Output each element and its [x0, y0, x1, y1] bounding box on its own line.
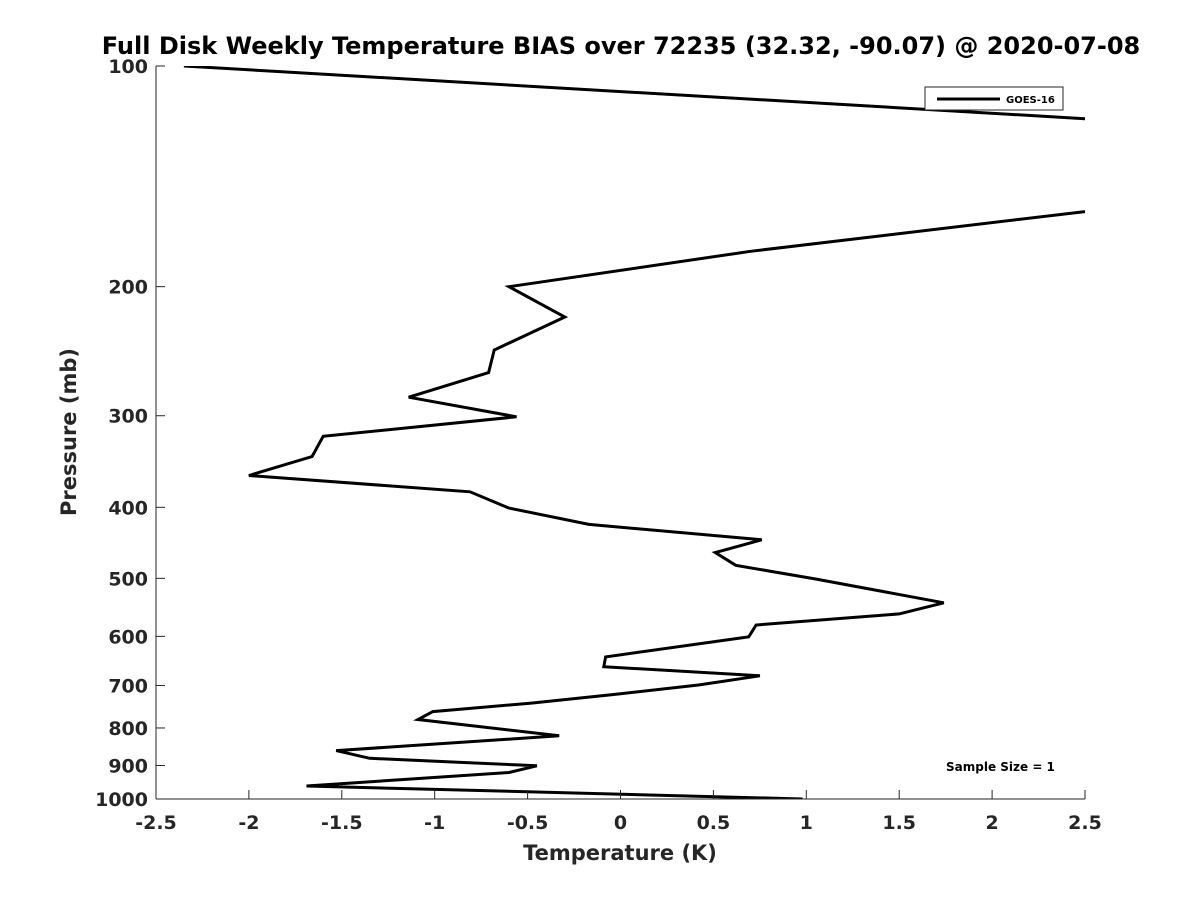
plot-area: -2.5 -2 -1.5 -1 -0.5 0 0.5 1 1.5 2 2.5 100 200 300 40… [95, 56, 1102, 834]
y-tick-label: 600 [108, 626, 148, 648]
y-tick-label: 1000 [95, 789, 148, 811]
x-axis-label: Temperature (K) [523, 841, 717, 865]
legend: GOES-16 [924, 86, 1064, 111]
x-tick-label: -1 [424, 812, 445, 834]
y-tick-label: 900 [108, 755, 148, 777]
y-tick-label: 700 [108, 675, 148, 697]
x-tick-label: 1.5 [882, 812, 916, 834]
x-tick-label: 2 [985, 812, 998, 834]
y-ticks: 100 200 300 400 500 600 700 800 900 1000 [95, 56, 165, 811]
y-axis-label: Pressure (mb) [57, 348, 81, 516]
x-tick-label: 0.5 [697, 812, 731, 834]
x-tick-label: 2.5 [1068, 812, 1102, 834]
x-tick-label: -2.5 [135, 812, 177, 834]
x-tick-label: 0 [614, 812, 627, 834]
y-tick-label: 100 [108, 56, 148, 78]
x-tick-label: -1.5 [321, 812, 363, 834]
x-ticks: -2.5 -2 -1.5 -1 -0.5 0 0.5 1 1.5 2 2.5 [135, 790, 1102, 834]
sample-size-annotation: Sample Size = 1 [946, 760, 1055, 774]
series-line-segment [248, 210, 1085, 799]
x-tick-label: -2 [238, 812, 259, 834]
chart-title: Full Disk Weekly Temperature BIAS over 7… [102, 32, 1141, 60]
x-tick-label: 1 [800, 812, 813, 834]
y-tick-label: 800 [108, 718, 148, 740]
y-tick-label: 200 [108, 277, 148, 299]
y-tick-label: 400 [108, 497, 148, 519]
y-tick-label: 300 [108, 406, 148, 428]
y-tick-label: 500 [108, 568, 148, 590]
x-tick-label: -0.5 [507, 812, 549, 834]
legend-label-goes-16: GOES-16 [1006, 95, 1055, 106]
